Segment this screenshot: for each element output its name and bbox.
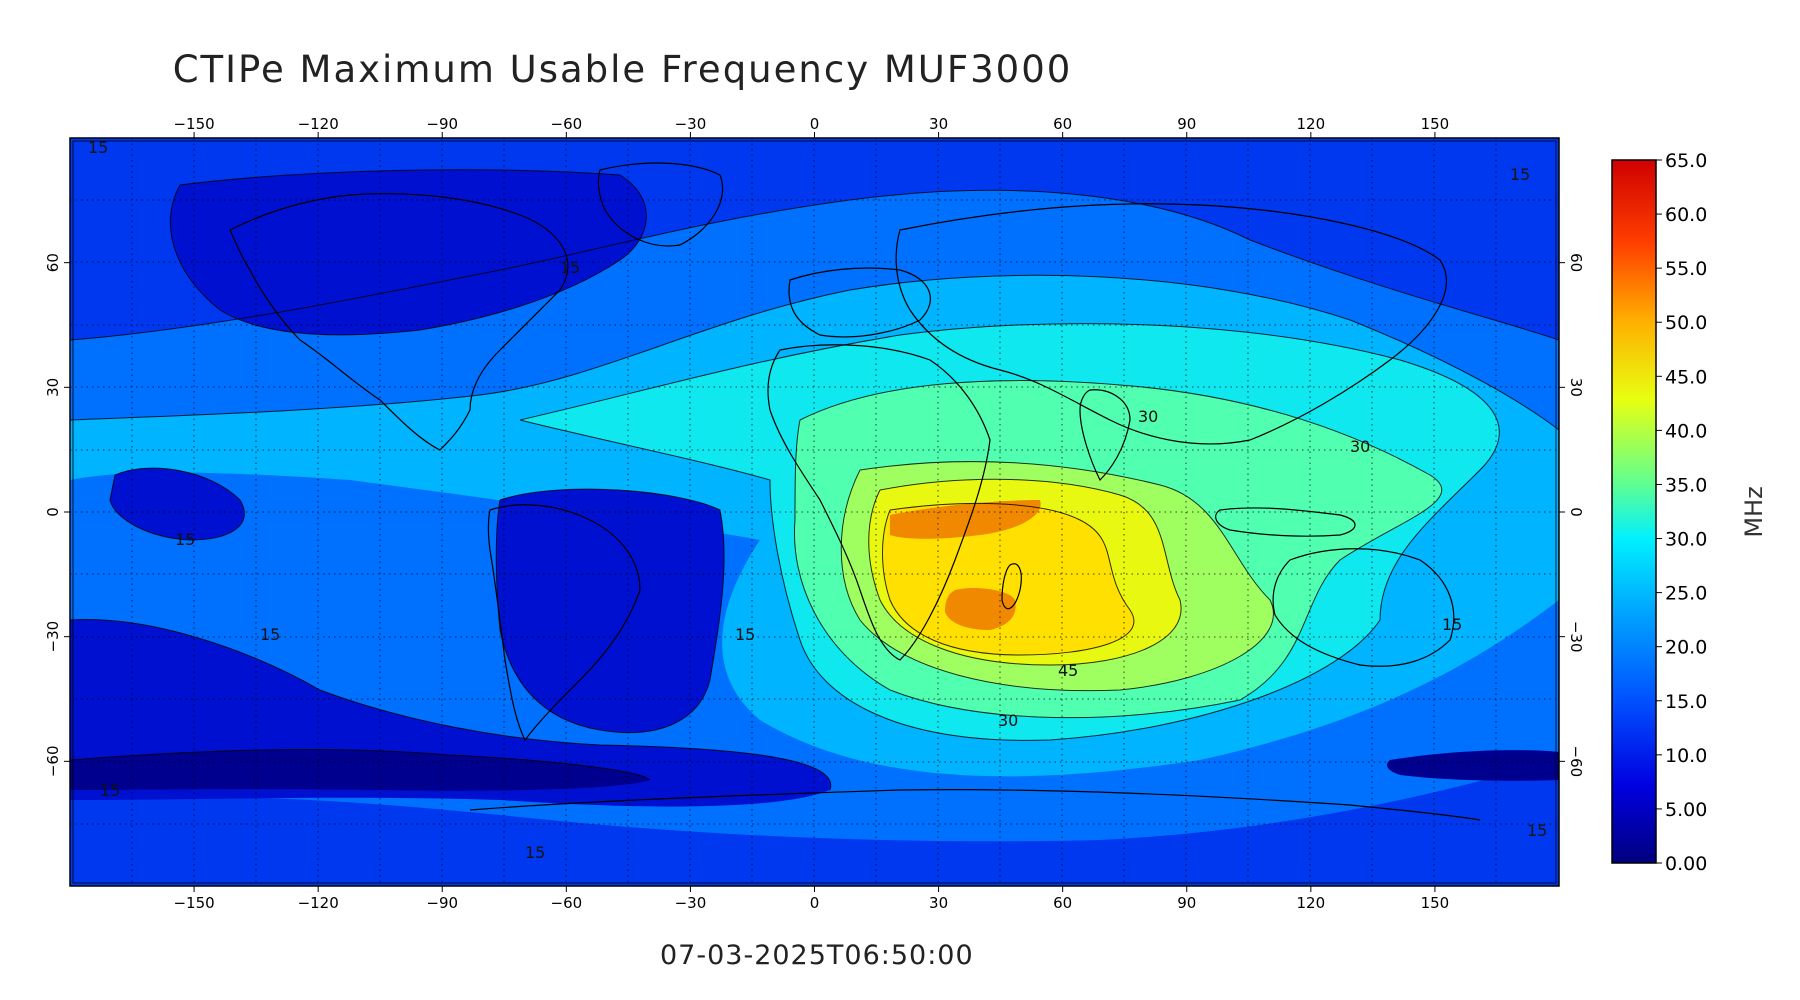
right-axis-ticks: 60 30 0 −30 −60 [1559, 253, 1585, 777]
coast-india [1079, 389, 1131, 482]
y-tick-label-left: 60 [44, 253, 62, 272]
x-tick-label-bottom: −30 [675, 894, 707, 912]
colorbar-labels: 65.0 60.0 55.0 50.0 45.0 40.0 35.0 30.0 25.0 20.0… [1656, 150, 1707, 875]
band-0mhz-south [70, 749, 650, 791]
colorbar-tick-label: 5.00 [1665, 799, 1707, 821]
colorbar-tick-label: 15.0 [1665, 691, 1707, 713]
x-tick-label-bottom: −90 [426, 894, 458, 912]
contour-label: 15 [560, 258, 580, 277]
colorbar-tick-label: 45.0 [1665, 366, 1707, 388]
y-tick-label-right: −60 [1567, 746, 1585, 778]
colorbar-unit-label: MHz [1740, 486, 1768, 537]
x-tick-label-bottom: 90 [1177, 894, 1196, 912]
coast-greenland [597, 162, 724, 247]
y-tick-label-left: −60 [44, 746, 62, 778]
contour-label: 15 [175, 530, 195, 549]
contour-label-group: 15 15 15 15 15 15 15 15 15 15 30 30 30 4… [88, 138, 1547, 862]
graticule [70, 138, 1559, 886]
coast-north-america [229, 193, 569, 451]
band-20mhz-island [204, 438, 229, 463]
colorbar-tick-label: 20.0 [1665, 637, 1707, 659]
contour-label: 15 [88, 138, 108, 157]
contour-label: 15 [735, 625, 755, 644]
x-tick-label-bottom: −150 [173, 894, 214, 912]
contour-label: 45 [1058, 661, 1078, 680]
colorbar-tick-label: 50.0 [1665, 312, 1707, 334]
coast-africa [767, 344, 991, 661]
x-tick-label-top: 0 [810, 115, 820, 133]
x-tick-label-top: −90 [426, 115, 458, 133]
band-50mhz-north [890, 500, 1041, 539]
x-tick-label-bottom: 60 [1053, 894, 1072, 912]
band-45mhz [882, 503, 1134, 655]
timestamp-label: 07-03-2025T06:50:00 [660, 940, 974, 971]
top-axis-ticks: −150 −120 −90 −60 −30 0 30 60 90 120 150 [173, 115, 1449, 138]
colorbar-tick-label: 25.0 [1665, 583, 1707, 605]
x-tick-label-bottom: −120 [298, 894, 339, 912]
contour-label: 15 [525, 843, 545, 862]
coast-antarctica [469, 789, 1481, 821]
band-5mhz-atlantic [496, 489, 725, 733]
contour-label: 30 [998, 711, 1018, 730]
x-tick-label-top: 30 [929, 115, 948, 133]
x-tick-label-top: 90 [1177, 115, 1196, 133]
colorbar-tick-label: 55.0 [1665, 258, 1707, 280]
left-axis-ticks: 60 30 0 −30 −60 [44, 253, 70, 777]
y-tick-label-left: 0 [44, 507, 62, 517]
x-tick-label-top: −150 [173, 115, 214, 133]
y-tick-label-left: 30 [44, 378, 62, 397]
coastlines [229, 162, 1481, 821]
y-tick-label-left: −30 [44, 621, 62, 653]
contour-label: 15 [260, 625, 280, 644]
y-tick-label-right: 0 [1567, 507, 1585, 517]
contour-label: 15 [100, 781, 120, 800]
contour-label: 15 [1442, 615, 1462, 634]
band-0mhz-southeast [1387, 750, 1559, 781]
contour-label: 15 [1510, 165, 1530, 184]
bottom-axis-ticks: −150 −120 −90 −60 −30 0 30 60 90 120 150 [173, 886, 1449, 912]
band-5mhz-north [170, 169, 647, 335]
contour-lines [70, 169, 1559, 791]
colorbar-tick-label: 60.0 [1665, 204, 1707, 226]
x-tick-label-bottom: 120 [1297, 894, 1326, 912]
x-tick-label-top: 150 [1421, 115, 1450, 133]
colorbar-gradient [1611, 159, 1657, 864]
contour-label: 15 [1527, 821, 1547, 840]
x-tick-label-top: −120 [298, 115, 339, 133]
y-tick-label-right: 60 [1567, 253, 1585, 272]
x-tick-label-bottom: 30 [929, 894, 948, 912]
x-tick-label-bottom: 150 [1421, 894, 1450, 912]
map-plot-area: 15 15 15 15 15 15 15 15 15 15 30 30 30 4… [70, 138, 1559, 886]
x-tick-label-bottom: −60 [551, 894, 583, 912]
contour-label: 30 [1138, 407, 1158, 426]
x-tick-label-top: −30 [675, 115, 707, 133]
colorbar-tick-label: 0.00 [1665, 853, 1707, 875]
map-frame-inner [72, 140, 1557, 884]
coast-indonesia [1215, 507, 1356, 537]
y-tick-label-right: −30 [1567, 621, 1585, 653]
colorbar-tick-label: 35.0 [1665, 474, 1707, 496]
x-tick-label-top: −60 [551, 115, 583, 133]
x-tick-label-top: 120 [1297, 115, 1326, 133]
colorbar-tick-label: 65.0 [1665, 150, 1707, 172]
coast-madagascar [1001, 563, 1022, 610]
coast-asia [895, 203, 1447, 445]
band-50mhz-south [945, 588, 1016, 630]
chart-title: CTIPe Maximum Usable Frequency MUF3000 [172, 48, 1073, 91]
x-tick-label-top: 60 [1053, 115, 1072, 133]
coast-australia [1272, 548, 1455, 667]
contour-label: 30 [1350, 437, 1370, 456]
x-tick-label-bottom: 0 [810, 894, 820, 912]
y-tick-label-right: 30 [1567, 378, 1585, 397]
coast-south-america [487, 504, 641, 742]
colorbar-tick-label: 10.0 [1665, 745, 1707, 767]
colorbar-tick-label: 30.0 [1665, 529, 1707, 551]
colorbar-tick-label: 40.0 [1665, 420, 1707, 442]
band-5mhz-pacific [110, 468, 245, 540]
coast-europe [788, 267, 931, 338]
